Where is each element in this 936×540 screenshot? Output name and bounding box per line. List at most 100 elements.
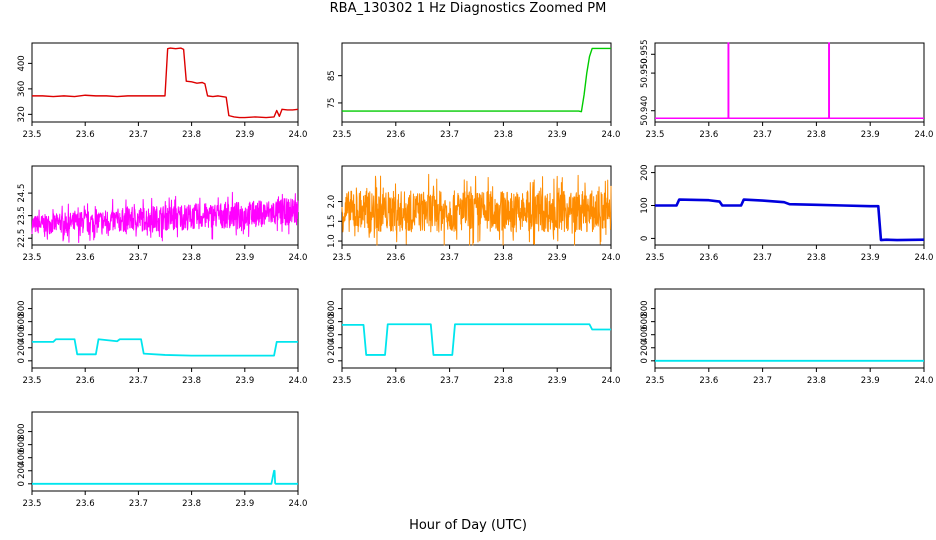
panel-co2: 23.5 23.6 23.7 23.8 23.9 24.0 320 360 400: [17, 42, 308, 140]
x-tick-label: 23.9: [548, 130, 567, 140]
y-tick-label: 200: [640, 340, 650, 356]
panel-sample: 23.5 23.6 23.7 23.8 23.9 24.0 0 100 200: [640, 164, 933, 263]
x-tick-label: 23.9: [235, 376, 254, 386]
x-tick-label: 23.7: [440, 253, 459, 263]
panel-temperature: 23.5 23.6 23.7 23.8 23.9 24.0 50.940 50.95050.9…: [640, 39, 933, 140]
series-line: [31, 191, 299, 244]
x-tick-label: 24.0: [602, 376, 621, 386]
y-tick-label: 0: [640, 358, 650, 363]
x-tick-label: 23.9: [235, 499, 254, 509]
x-tick-label: 23.6: [699, 130, 718, 140]
x-tick-label: 23.6: [76, 376, 95, 386]
y-tick-label: 23.5: [17, 206, 27, 225]
series-line: [655, 42, 924, 119]
y-tick-label: 400: [17, 327, 27, 343]
y-tick-label: 75: [327, 98, 337, 109]
x-tick-label: 23.7: [753, 253, 772, 263]
y-tick-label: 1.5: [327, 215, 337, 229]
y-tick-label: 2.0: [327, 195, 337, 209]
x-tick-label: 23.7: [753, 376, 772, 386]
x-tick-label: 23.7: [753, 130, 772, 140]
y-tick-label: 600: [327, 314, 337, 330]
y-tick-label: 200: [17, 463, 27, 479]
x-tick-label: 23.5: [23, 253, 42, 263]
x-tick-label: 23.8: [182, 130, 201, 140]
x-tick-label: 23.8: [182, 499, 201, 509]
series-line: [32, 47, 299, 119]
x-tick-label: 24.0: [915, 130, 934, 140]
y-tick-label: 1.0: [327, 234, 337, 248]
x-tick-label: 23.5: [646, 130, 665, 140]
y-tick-label: 200: [327, 340, 337, 356]
y-tick-label: 50.955: [640, 39, 650, 69]
x-tick-label: 23.9: [548, 376, 567, 386]
y-tick-label: 800: [17, 300, 27, 316]
plot-frame: [31, 288, 299, 369]
figure-x-axis-label: Hour of Day (UTC): [409, 518, 527, 533]
y-tick-label: 200: [640, 164, 650, 180]
figure-title: RBA_130302 1 Hz Diagnostics Zoomed PM: [329, 1, 607, 16]
plot-frame: [31, 411, 299, 492]
y-tick-label: 600: [640, 314, 650, 330]
x-tick-label: 23.8: [494, 130, 513, 140]
x-tick-label: 23.7: [129, 130, 148, 140]
panel-ambient: 23.5 23.6 23.7 23.8 23.9 24.0 22.5 23.5 24.5: [17, 165, 307, 263]
x-tick-label: 23.5: [333, 130, 352, 140]
x-tick-label: 23.6: [76, 253, 95, 263]
y-tick-label: 50.940: [640, 96, 650, 126]
y-tick-label: 400: [327, 327, 337, 343]
y-tick-label: 600: [17, 314, 27, 330]
series-line: [342, 323, 611, 356]
x-tick-label: 23.7: [440, 376, 459, 386]
x-tick-label: 23.8: [807, 376, 826, 386]
x-tick-label: 23.6: [699, 376, 718, 386]
x-tick-label: 23.8: [494, 253, 513, 263]
series-line: [32, 469, 298, 485]
series-line: [342, 47, 611, 113]
x-tick-label: 23.5: [23, 376, 42, 386]
x-tick-label: 23.9: [548, 253, 567, 263]
x-tick-label: 23.5: [646, 253, 665, 263]
y-tick-label: 360: [17, 81, 27, 97]
y-tick-label: 0: [327, 358, 337, 363]
x-tick-label: 23.9: [235, 130, 254, 140]
series-line: [655, 198, 925, 242]
x-tick-label: 23.5: [333, 376, 352, 386]
y-tick-label: 800: [17, 423, 27, 439]
x-tick-label: 23.6: [386, 376, 405, 386]
x-tick-label: 23.5: [646, 376, 665, 386]
y-tick-label: 600: [17, 437, 27, 453]
plot-frame: [341, 288, 612, 369]
y-tick-label: 85: [327, 70, 337, 81]
y-tick-label: 400: [17, 55, 27, 71]
x-tick-label: 24.0: [289, 130, 308, 140]
x-tick-label: 23.8: [807, 253, 826, 263]
x-tick-label: 23.6: [699, 253, 718, 263]
plot-frame: [654, 165, 925, 246]
y-tick-label: 800: [640, 300, 650, 316]
x-tick-label: 23.8: [494, 376, 513, 386]
y-tick-label: 0: [17, 481, 27, 486]
y-tick-label: 320: [17, 106, 27, 122]
series-line: [341, 173, 612, 246]
x-tick-label: 23.7: [129, 253, 148, 263]
plot-frame: [341, 42, 612, 123]
series-line: [32, 338, 298, 357]
y-tick-label: 200: [17, 340, 27, 356]
x-tick-label: 23.9: [861, 376, 880, 386]
x-tick-label: 23.8: [182, 253, 201, 263]
x-tick-label: 23.9: [861, 253, 880, 263]
x-tick-label: 23.7: [129, 376, 148, 386]
y-tick-label: 100: [640, 197, 650, 213]
x-tick-label: 24.0: [602, 130, 621, 140]
x-tick-label: 23.8: [807, 130, 826, 140]
y-tick-label: 0: [640, 236, 650, 241]
x-tick-label: 23.6: [76, 499, 95, 509]
x-tick-label: 24.0: [602, 253, 621, 263]
